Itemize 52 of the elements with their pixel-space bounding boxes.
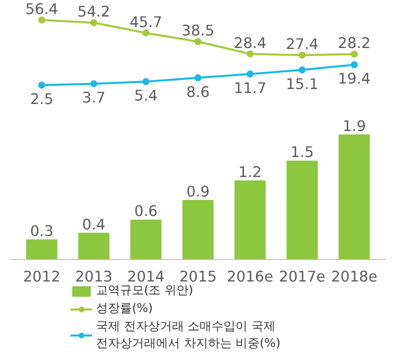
x-tick-label: 2012 <box>23 268 60 286</box>
data-label: 56.4 <box>25 1 58 18</box>
data-label: 1.5 <box>290 144 314 162</box>
data-label: 11.7 <box>234 80 266 98</box>
x-tick-label: 2017e <box>279 268 326 286</box>
point <box>350 61 358 68</box>
x-tick-label: 2014 <box>127 268 165 286</box>
x-tick-label: 2016e <box>226 268 274 286</box>
data-label: 2.5 <box>30 91 54 108</box>
data-label: 1.2 <box>238 164 262 181</box>
point <box>350 50 358 58</box>
data-label: 27.4 <box>286 36 318 54</box>
point <box>298 66 306 74</box>
data-label: 15.1 <box>286 76 318 93</box>
bar <box>338 134 370 260</box>
point <box>298 52 306 59</box>
point <box>38 82 46 89</box>
bar <box>182 200 214 260</box>
data-label: 1.9 <box>342 118 366 135</box>
data-label: 0.4 <box>82 216 106 234</box>
bar <box>130 220 162 260</box>
x-tick-label: 2018e <box>331 268 378 286</box>
data-label: 54.2 <box>78 4 110 21</box>
data-label: 0.6 <box>134 203 158 220</box>
data-label: 19.4 <box>338 70 371 88</box>
data-label: 8.6 <box>186 84 210 101</box>
legend-label: 국제 전자상거래 소매수입이 국제 전자상거래에서 차지하는 비중(%) <box>96 318 280 352</box>
data-label: 28.2 <box>338 35 371 52</box>
data-label: 5.4 <box>134 88 158 105</box>
bar <box>26 239 58 260</box>
bar <box>286 160 318 260</box>
point <box>90 80 98 88</box>
data-label: 0.3 <box>30 222 54 240</box>
data-label: 0.9 <box>186 183 210 200</box>
point <box>142 78 150 86</box>
data-label: 28.4 <box>234 34 266 52</box>
point <box>194 38 202 46</box>
point <box>38 16 46 24</box>
data-label: 3.7 <box>82 90 106 107</box>
x-tick-label: 2015 <box>179 268 217 286</box>
point <box>90 19 98 26</box>
legend-label: 성장률(%) <box>96 300 153 317</box>
bar <box>234 180 266 260</box>
bar <box>78 232 110 260</box>
point <box>142 29 150 36</box>
x-tick-label: 2013 <box>75 268 112 286</box>
point <box>246 50 254 58</box>
legend-label: 교역규모(조 위안) <box>96 283 194 299</box>
data-label: 38.5 <box>182 22 214 40</box>
point <box>194 74 202 82</box>
data-label: 45.7 <box>130 14 162 31</box>
point <box>246 70 254 78</box>
